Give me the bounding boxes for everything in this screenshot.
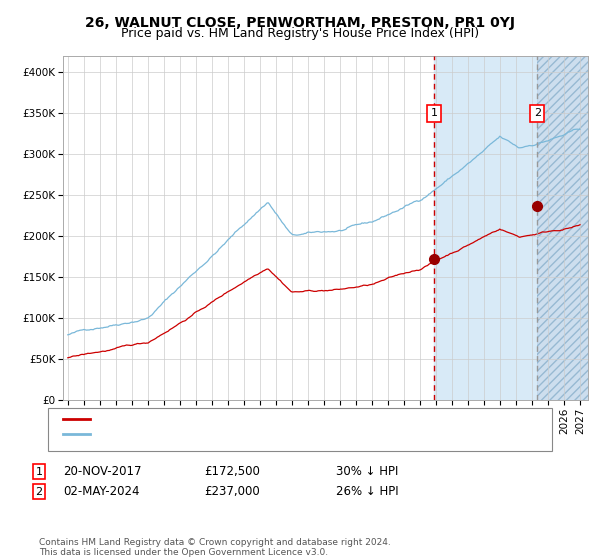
Text: Price paid vs. HM Land Registry's House Price Index (HPI): Price paid vs. HM Land Registry's House … <box>121 27 479 40</box>
Bar <box>434 56 537 400</box>
Text: 26, WALNUT CLOSE, PENWORTHAM, PRESTON, PR1 0YJ (detached house): 26, WALNUT CLOSE, PENWORTHAM, PRESTON, P… <box>93 414 472 424</box>
Text: 30% ↓ HPI: 30% ↓ HPI <box>336 465 398 478</box>
Text: HPI: Average price, detached house, South Ribble: HPI: Average price, detached house, Sout… <box>93 429 352 439</box>
Text: 20-NOV-2017: 20-NOV-2017 <box>63 465 142 478</box>
Text: £172,500: £172,500 <box>204 465 260 478</box>
Bar <box>537 56 588 400</box>
Bar <box>537 56 588 400</box>
Text: 02-MAY-2024: 02-MAY-2024 <box>63 485 139 498</box>
Text: 1: 1 <box>35 466 43 477</box>
Text: 2: 2 <box>533 109 541 118</box>
Text: Contains HM Land Registry data © Crown copyright and database right 2024.
This d: Contains HM Land Registry data © Crown c… <box>39 538 391 557</box>
Text: £237,000: £237,000 <box>204 485 260 498</box>
Text: 26% ↓ HPI: 26% ↓ HPI <box>336 485 398 498</box>
Text: 1: 1 <box>431 109 437 118</box>
Text: 2: 2 <box>35 487 43 497</box>
Text: 26, WALNUT CLOSE, PENWORTHAM, PRESTON, PR1 0YJ: 26, WALNUT CLOSE, PENWORTHAM, PRESTON, P… <box>85 16 515 30</box>
